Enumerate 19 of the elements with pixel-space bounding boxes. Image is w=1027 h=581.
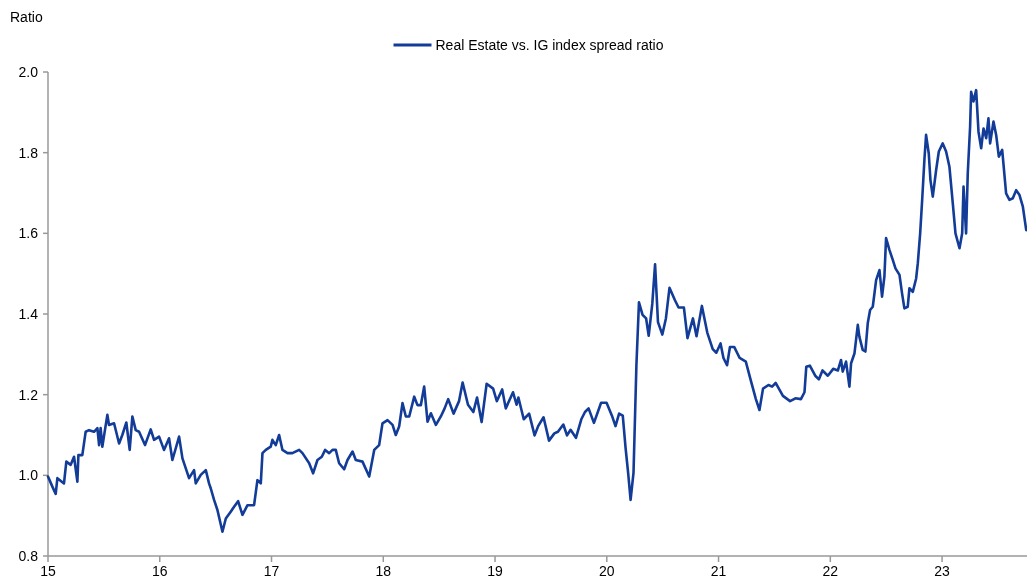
x-tick-label: 17 (263, 563, 280, 579)
x-tick-label: 20 (599, 563, 615, 579)
y-tick-label: 2.0 (18, 63, 39, 80)
y-tick-label: 1.2 (18, 386, 39, 403)
x-tick-label: 22 (822, 563, 839, 579)
y-tick-label: 1.8 (18, 144, 39, 161)
y-tick-label: 1.4 (18, 305, 39, 322)
y-tick-label: 1.6 (18, 225, 39, 242)
x-tick-label: 16 (151, 563, 168, 579)
x-tick-label: 23 (934, 563, 951, 579)
y-tick-label: 0.8 (18, 547, 39, 564)
y-tick-label: 1.0 (18, 467, 39, 484)
x-tick-label: 15 (40, 563, 56, 579)
x-tick-label: 21 (710, 563, 727, 579)
line-series (46, 88, 1027, 534)
x-tick-label: 18 (375, 563, 392, 579)
x-tick-label: 19 (487, 563, 504, 579)
y-axis-title: Ratio (10, 9, 43, 25)
legend-label: Real Estate vs. IG index spread ratio (435, 36, 664, 53)
